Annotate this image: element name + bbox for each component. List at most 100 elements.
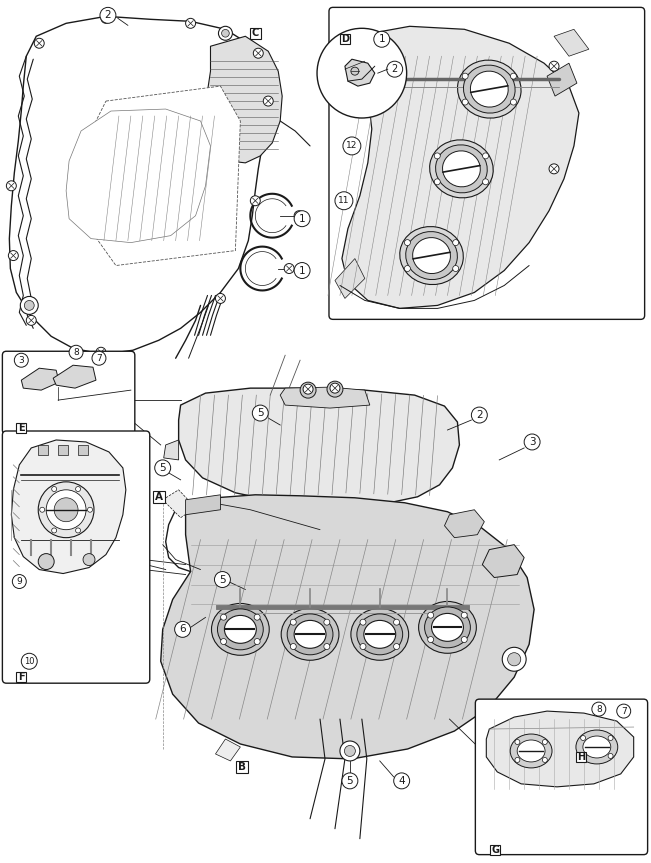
Circle shape: [404, 240, 410, 246]
Text: 2: 2: [105, 10, 111, 21]
Text: 2: 2: [476, 410, 482, 420]
Text: 1: 1: [299, 266, 305, 275]
Circle shape: [300, 382, 316, 398]
Polygon shape: [178, 388, 460, 506]
Polygon shape: [554, 29, 589, 56]
Circle shape: [343, 137, 361, 154]
Circle shape: [92, 351, 106, 365]
Circle shape: [340, 741, 360, 761]
Text: 5: 5: [159, 463, 166, 473]
Text: 5: 5: [346, 776, 353, 786]
Circle shape: [215, 293, 225, 304]
Circle shape: [101, 13, 111, 23]
Polygon shape: [9, 16, 272, 354]
Circle shape: [360, 619, 366, 625]
Ellipse shape: [517, 740, 545, 762]
Polygon shape: [66, 109, 210, 243]
Polygon shape: [163, 490, 195, 518]
Circle shape: [342, 773, 358, 789]
Circle shape: [515, 740, 520, 745]
Bar: [16, 672, 26, 682]
Circle shape: [462, 73, 468, 79]
Circle shape: [155, 460, 171, 476]
Circle shape: [46, 490, 86, 530]
Polygon shape: [186, 494, 221, 514]
Text: 1: 1: [378, 35, 385, 44]
Ellipse shape: [464, 65, 515, 113]
Circle shape: [616, 704, 631, 718]
Circle shape: [76, 487, 81, 492]
Polygon shape: [161, 494, 534, 759]
Ellipse shape: [419, 602, 477, 653]
Polygon shape: [21, 369, 59, 390]
Text: E: E: [18, 423, 25, 433]
Circle shape: [452, 240, 459, 246]
Bar: [340, 35, 350, 44]
Bar: [38, 445, 48, 455]
Text: D: D: [341, 35, 349, 44]
Text: 7: 7: [96, 354, 102, 362]
Polygon shape: [11, 440, 126, 574]
Circle shape: [284, 263, 294, 274]
Circle shape: [482, 153, 488, 159]
Circle shape: [324, 644, 330, 650]
Text: 5: 5: [257, 408, 264, 418]
Text: 3: 3: [18, 356, 24, 365]
Text: F: F: [18, 672, 25, 683]
Circle shape: [12, 575, 26, 589]
Ellipse shape: [576, 730, 618, 764]
Text: 7: 7: [621, 707, 627, 715]
Circle shape: [38, 553, 54, 570]
Circle shape: [515, 758, 520, 762]
Polygon shape: [486, 711, 633, 787]
Circle shape: [76, 528, 81, 533]
Circle shape: [87, 507, 92, 513]
Text: H: H: [577, 752, 585, 762]
Text: 9: 9: [16, 577, 22, 586]
Polygon shape: [280, 387, 370, 408]
Bar: [490, 845, 500, 854]
Polygon shape: [163, 440, 178, 460]
Circle shape: [462, 637, 467, 643]
Ellipse shape: [287, 614, 333, 655]
Circle shape: [20, 296, 38, 314]
Circle shape: [290, 644, 296, 650]
Circle shape: [374, 31, 390, 47]
Circle shape: [294, 211, 304, 221]
Text: C: C: [252, 28, 259, 38]
Ellipse shape: [458, 60, 521, 118]
Text: 4: 4: [398, 776, 405, 786]
Ellipse shape: [400, 227, 464, 285]
Circle shape: [83, 553, 95, 565]
Ellipse shape: [294, 620, 326, 648]
Polygon shape: [342, 26, 579, 308]
Bar: [576, 752, 586, 762]
Circle shape: [549, 164, 559, 173]
Circle shape: [324, 619, 330, 625]
Circle shape: [221, 639, 227, 645]
Polygon shape: [91, 86, 240, 266]
Polygon shape: [350, 56, 380, 89]
Circle shape: [26, 315, 36, 325]
Circle shape: [608, 735, 613, 740]
Circle shape: [394, 773, 409, 789]
Text: 12: 12: [346, 142, 357, 150]
Polygon shape: [445, 510, 484, 538]
Text: 11: 11: [338, 196, 350, 205]
Ellipse shape: [364, 620, 396, 648]
Circle shape: [462, 612, 467, 618]
Bar: [153, 491, 165, 503]
Circle shape: [253, 48, 263, 58]
Ellipse shape: [436, 145, 487, 192]
Circle shape: [24, 300, 35, 311]
Circle shape: [542, 758, 547, 762]
Circle shape: [221, 29, 229, 37]
Circle shape: [21, 653, 37, 669]
FancyBboxPatch shape: [3, 431, 150, 683]
Polygon shape: [215, 739, 240, 761]
Circle shape: [502, 647, 526, 671]
Circle shape: [54, 498, 78, 522]
Circle shape: [96, 347, 106, 357]
Polygon shape: [547, 63, 577, 96]
Circle shape: [303, 384, 313, 394]
